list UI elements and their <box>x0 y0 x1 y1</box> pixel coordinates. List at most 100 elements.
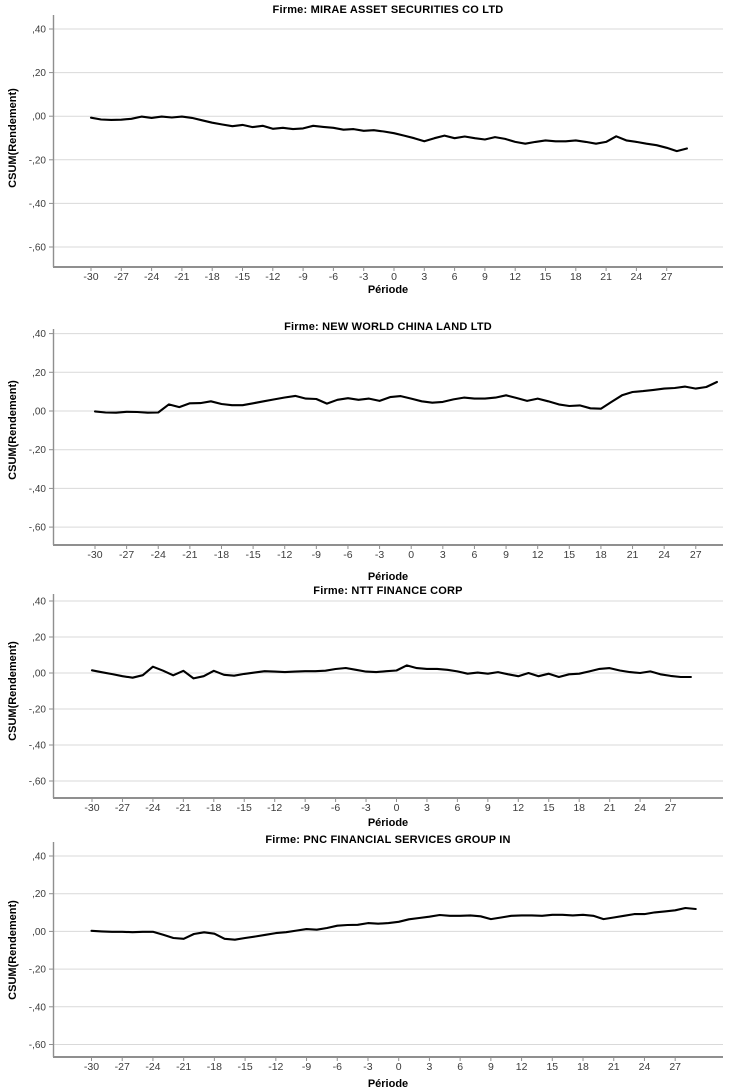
x-tick-label: 6 <box>472 549 478 561</box>
x-tick-label: 3 <box>424 802 430 814</box>
y-tick-label: -,40 <box>29 741 47 752</box>
x-tick-label: 15 <box>543 802 555 814</box>
plot-area: ,40,20,00-,20-,40-,60-30 -27 -24 -21 -18 -15-… <box>29 329 723 561</box>
plot-area: ,40,20,00-,20-,40-,60-30 -27 -24 -21 -18 -15-… <box>29 842 723 1073</box>
x-tick-label: 27 <box>665 802 677 814</box>
x-tick-label: -30 <box>84 802 99 814</box>
chart-panel-4: Firme: PNC FINANCIAL SERVICES GROUP IN C… <box>0 830 731 1091</box>
x-tick-label: 12 <box>516 1061 528 1073</box>
x-tick-label: 18 <box>595 549 607 561</box>
x-tick-label: 3 <box>426 1061 432 1073</box>
x-tick-label: -3 <box>375 549 384 561</box>
y-tick-label: ,40 <box>32 25 46 36</box>
x-tick-label: 0 <box>391 271 397 283</box>
x-tick-label: 18 <box>570 271 582 283</box>
x-tick-label: 15 <box>540 271 552 283</box>
x-tick-label: -15 <box>235 271 250 283</box>
x-tick-label: -21 <box>174 271 189 283</box>
x-tick-label: -15 <box>238 1061 253 1073</box>
x-tick-label: -9 <box>300 802 309 814</box>
x-tick-label: -12 <box>277 549 292 561</box>
y-tick-label: ,00 <box>32 407 46 418</box>
y-tick-label: ,20 <box>32 633 46 644</box>
chart-panel-2: Firme: NEW WORLD CHINA LAND LTD CSUM(Ren… <box>0 316 731 585</box>
data-series-line <box>90 664 692 680</box>
plot-area: ,40,20,00-,20-,40-,60-30 -27 -24 -21 -18 -15-… <box>29 594 723 814</box>
x-tick-label: 24 <box>639 1061 651 1073</box>
x-tick-label: -21 <box>176 802 191 814</box>
y-tick-label: ,20 <box>32 68 46 79</box>
y-tick-label: -,40 <box>29 199 47 210</box>
x-tick-label: 9 <box>485 802 491 814</box>
x-tick-label: -18 <box>207 1061 222 1073</box>
x-axis-title: Période <box>367 571 409 583</box>
y-tick-label: -,60 <box>29 777 47 788</box>
x-tick-label: -12 <box>267 802 282 814</box>
x-tick-label: 18 <box>577 1061 589 1073</box>
chart-title: Firme: NEW WORLD CHINA LAND LTD <box>284 321 492 333</box>
x-tick-label: -9 <box>312 549 321 561</box>
y-tick-label: ,00 <box>32 927 46 938</box>
x-tick-label: -6 <box>343 549 352 561</box>
x-tick-label: -21 <box>176 1061 191 1073</box>
x-tick-label: 12 <box>512 802 524 814</box>
x-tick-label: 12 <box>532 549 544 561</box>
x-tick-label: -27 <box>114 271 129 283</box>
x-tick-label: 9 <box>503 549 509 561</box>
x-tick-label: 15 <box>546 1061 558 1073</box>
x-axis-title: Période <box>367 1078 409 1090</box>
x-tick-label: 6 <box>454 802 460 814</box>
x-tick-label: 18 <box>573 802 585 814</box>
x-tick-label: 27 <box>690 549 702 561</box>
x-tick-label: 0 <box>408 549 414 561</box>
data-series-line <box>90 906 697 941</box>
x-tick-label: -27 <box>119 549 134 561</box>
y-tick-label: ,20 <box>32 368 46 379</box>
x-axis-title: Période <box>367 817 409 829</box>
x-tick-label: -15 <box>246 549 261 561</box>
y-tick-label: -,20 <box>29 705 47 716</box>
x-tick-label: 21 <box>604 802 616 814</box>
x-tick-label: -9 <box>298 271 307 283</box>
chart-panel-3: Firme: NTT FINANCE CORP CSUM(Rendement) … <box>0 585 731 830</box>
x-tick-label: -24 <box>151 549 166 561</box>
x-tick-label: 15 <box>563 549 575 561</box>
x-tick-label: 9 <box>488 1061 494 1073</box>
y-tick-label: -,40 <box>29 484 47 495</box>
x-axis-title: Période <box>367 284 409 296</box>
x-tick-label: -12 <box>265 271 280 283</box>
x-tick-label: 9 <box>482 271 488 283</box>
x-tick-label: 6 <box>457 1061 463 1073</box>
x-tick-label: -6 <box>331 802 340 814</box>
x-tick-label: -3 <box>363 1061 372 1073</box>
plot-area: ,40,20,00-,20-,40-,60-30 -27 -24 -21 -18 -15-… <box>29 15 723 283</box>
x-tick-label: -6 <box>329 271 338 283</box>
x-tick-label: -30 <box>84 1061 99 1073</box>
y-tick-label: -,60 <box>29 1040 47 1051</box>
x-tick-label: 0 <box>396 1061 402 1073</box>
chart-title: Firme: NTT FINANCE CORP <box>313 585 463 597</box>
y-tick-label: ,00 <box>32 112 46 123</box>
x-tick-label: 24 <box>658 549 670 561</box>
x-tick-label: 21 <box>608 1061 620 1073</box>
x-tick-label: -18 <box>206 802 221 814</box>
x-tick-label: -27 <box>115 1061 130 1073</box>
x-tick-label: 27 <box>661 271 673 283</box>
data-series-line <box>89 115 688 153</box>
x-tick-label: 3 <box>421 271 427 283</box>
x-tick-label: -27 <box>115 802 130 814</box>
x-tick-label: -6 <box>333 1061 342 1073</box>
x-tick-label: -24 <box>145 802 160 814</box>
x-tick-label: -3 <box>359 271 368 283</box>
x-tick-label: 3 <box>440 549 446 561</box>
data-series-line <box>93 380 718 414</box>
y-tick-label: -,40 <box>29 1002 47 1013</box>
y-tick-label: ,40 <box>32 852 46 863</box>
x-tick-label: -30 <box>83 271 98 283</box>
x-tick-label: -18 <box>214 549 229 561</box>
x-tick-label: -9 <box>302 1061 311 1073</box>
y-tick-label: -,20 <box>29 965 47 976</box>
y-tick-label: ,20 <box>32 889 46 900</box>
x-tick-label: 21 <box>627 549 639 561</box>
